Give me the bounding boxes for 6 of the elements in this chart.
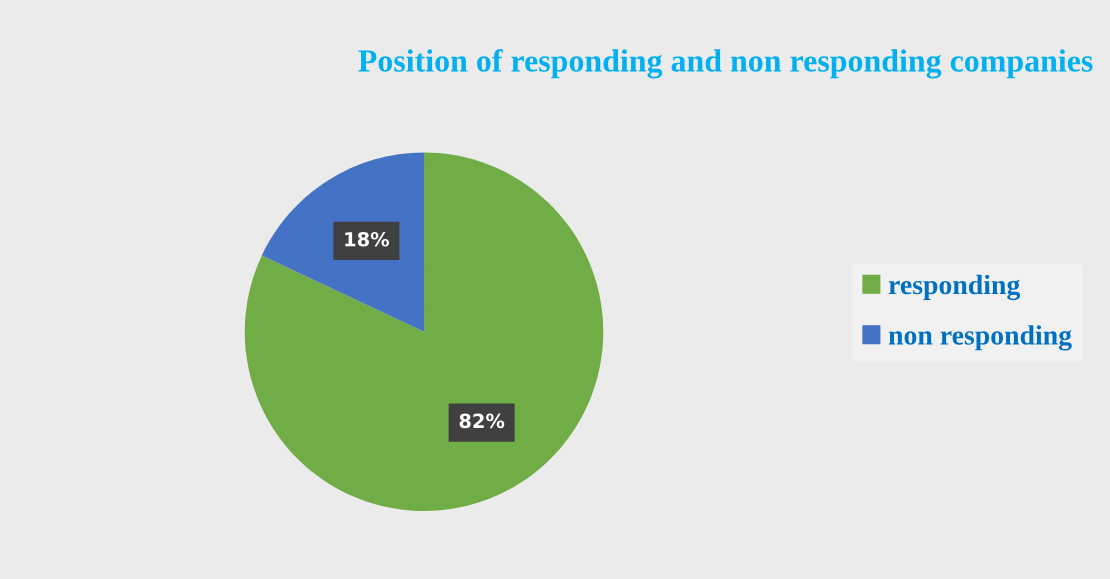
data-label: 18% <box>345 231 390 247</box>
legend-label: non responding <box>888 325 1072 351</box>
pie-slice <box>244 152 604 512</box>
data-label: 82% <box>459 413 505 429</box>
legend-label: responding <box>888 274 1021 301</box>
chart-title: Position of responding and non responding companies <box>358 48 1093 79</box>
